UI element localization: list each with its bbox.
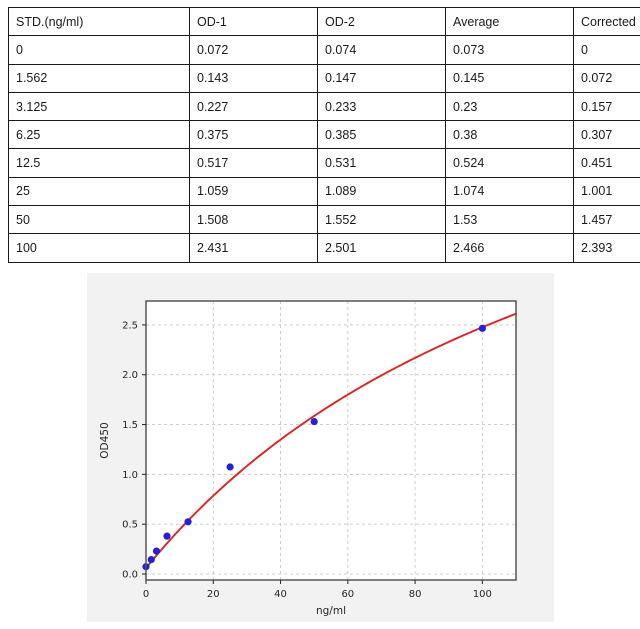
y-tick-label: 1.0 — [122, 470, 138, 481]
y-tick-label: 0.0 — [122, 570, 138, 581]
x-tick-label: 100 — [473, 589, 492, 600]
y-axis-label: OD450 — [99, 422, 111, 458]
y-tick-label: 1.5 — [122, 420, 138, 431]
data-point — [152, 547, 161, 555]
y-tick-label: 2.5 — [122, 320, 138, 331]
table-cell: 0.073 — [445, 35, 574, 65]
table-cell: 1.508 — [189, 205, 318, 235]
plot-border — [145, 300, 517, 581]
table-cell: 1.562 — [8, 63, 190, 93]
standards-table: STD.(ng/ml) OD-1 OD-2 Average Corrected 0 0.0… — [8, 6, 640, 263]
data-point — [478, 324, 486, 332]
column-header: Corrected — [573, 6, 640, 37]
table-cell: 0.072 — [189, 35, 318, 65]
column-header: OD-2 — [317, 6, 446, 37]
table-cell: 1.53 — [445, 205, 574, 235]
table-cell: 1.089 — [317, 176, 446, 207]
x-tick-label: 0 — [143, 589, 149, 600]
table-cell: 1.001 — [573, 176, 640, 207]
table-cell: 50 — [8, 205, 190, 235]
table-cell: 0.517 — [189, 148, 318, 178]
table-cell: 0.233 — [317, 91, 446, 122]
column-header: OD-1 — [189, 6, 318, 37]
table-row: 3.125 0.227 0.233 0.23 0.157 — [8, 91, 640, 122]
table-cell: 0.157 — [573, 91, 640, 122]
table-row: 50 1.508 1.552 1.53 1.457 — [8, 205, 640, 235]
x-tick-label: 80 — [409, 589, 422, 600]
table-cell: 0.074 — [317, 35, 446, 65]
table-row: 12.5 0.517 0.531 0.524 0.451 — [8, 148, 640, 178]
table-cell: 100 — [8, 233, 190, 263]
table-cell: 0.147 — [317, 63, 446, 93]
column-header: Average — [445, 6, 574, 37]
table-cell: 0.524 — [445, 148, 574, 178]
x-tick-label: 20 — [207, 589, 220, 600]
x-tick-label: 40 — [274, 589, 287, 600]
data-point — [163, 532, 171, 540]
table-row: 6.25 0.375 0.385 0.38 0.307 — [8, 120, 640, 150]
table-cell: 0.385 — [317, 120, 446, 150]
table-cell: 0.38 — [445, 120, 574, 150]
x-axis-label: ng/ml — [316, 605, 346, 617]
table-cell: 0.451 — [573, 148, 640, 178]
table-cell: 2.393 — [573, 233, 640, 263]
data-point — [310, 417, 318, 426]
table-cell: 2.431 — [189, 233, 318, 263]
table-row: 1.562 0.143 0.147 0.145 0.072 — [8, 63, 640, 93]
table-cell: 1.074 — [445, 176, 574, 207]
table-cell: 0.143 — [189, 63, 318, 93]
standards-table-header: STD.(ng/ml) OD-1 OD-2 Average Corrected — [8, 6, 640, 37]
table-cell: 0.072 — [573, 63, 640, 93]
table-cell: 0.307 — [573, 120, 640, 150]
table-cell: 3.125 — [8, 91, 190, 122]
table-cell: 25 — [8, 176, 190, 207]
data-point — [226, 463, 234, 471]
x-tick-label: 60 — [341, 589, 354, 600]
table-header-row: STD.(ng/ml) OD-1 OD-2 Average Corrected — [8, 6, 640, 37]
table-cell: 0.145 — [445, 63, 574, 93]
table-cell: 1.552 — [317, 205, 446, 235]
y-tick-label: 2.0 — [122, 370, 138, 381]
table-cell: 12.5 — [8, 148, 190, 178]
table-cell: 2.466 — [445, 233, 574, 263]
plot-area — [146, 301, 516, 580]
table-row: 25 1.059 1.089 1.074 1.001 — [8, 176, 640, 207]
column-header: STD.(ng/ml) — [8, 6, 190, 37]
table-row: 0 0.072 0.074 0.073 0 — [8, 35, 640, 65]
standard-curve-chart: 0 20 40 60 80 100 0.0 0.5 1.0 1.5 2.0 2.5 ng/ml OD450 — [99, 300, 517, 617]
fit-curve — [145, 312, 517, 569]
table-cell: 0.531 — [317, 148, 446, 178]
standards-table-body: 0 0.072 0.074 0.073 0 1.562 0.143 0.147 0.145 0.0… — [8, 35, 640, 263]
table-cell: 2.501 — [317, 233, 446, 263]
table-cell: 6.25 — [8, 120, 190, 150]
table-row: 100 2.431 2.501 2.466 2.393 — [8, 233, 640, 263]
table-cell: 0.227 — [189, 91, 318, 122]
y-tick-label: 0.5 — [122, 520, 138, 531]
standard-curve-figure: 0 20 40 60 80 100 0.0 0.5 1.0 1.5 2.0 2.5 ng/ml OD450 — [87, 273, 554, 622]
table-cell: 0 — [8, 35, 190, 65]
table-cell: 1.059 — [189, 176, 318, 207]
data-point — [147, 555, 155, 564]
table-cell: 0.375 — [189, 120, 318, 150]
table-cell: 0 — [573, 35, 640, 65]
data-point — [184, 518, 192, 526]
table-cell: 1.457 — [573, 205, 640, 235]
table-cell: 0.23 — [445, 91, 574, 122]
